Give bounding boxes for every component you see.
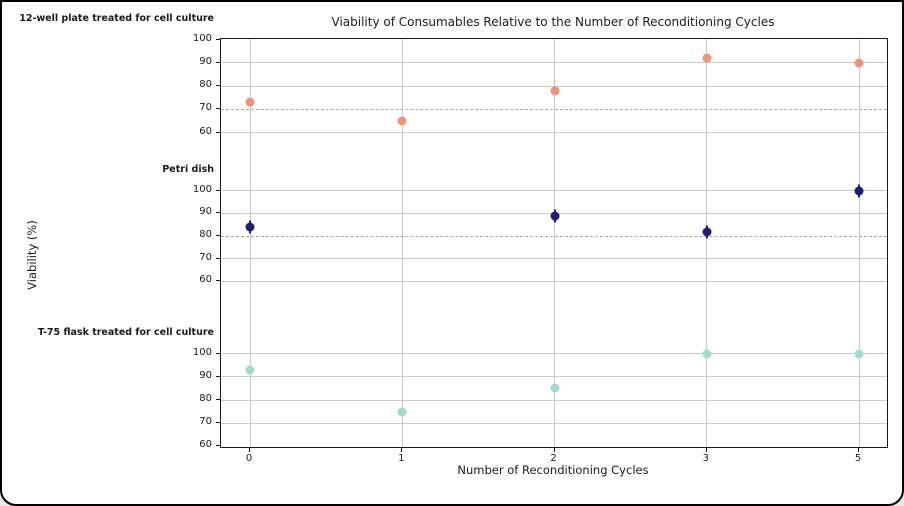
x-tick-mark — [705, 448, 707, 452]
y-tick-mark — [216, 375, 220, 377]
data-point — [854, 58, 864, 68]
x-tick-mark — [553, 448, 555, 452]
grid-line-vertical — [401, 39, 403, 447]
data-point — [854, 186, 864, 196]
reference-line — [221, 235, 887, 237]
data-point — [702, 53, 712, 63]
grid-line-horizontal — [221, 399, 887, 401]
chart-title: Viability of Consumables Relative to the… — [331, 15, 775, 29]
y-tick-mark — [216, 352, 220, 354]
grid-line-horizontal — [221, 376, 887, 378]
facet-title: Petri dish — [162, 163, 214, 175]
x-tick-mark — [249, 448, 250, 452]
y-tick-label: 80 — [199, 393, 212, 404]
x-tick-label: 3 — [702, 453, 709, 464]
y-axis-label: Viability (%) — [25, 220, 39, 290]
y-tick-mark — [216, 445, 220, 447]
x-tick-label: 2 — [550, 453, 557, 464]
grid-line-horizontal — [221, 353, 887, 355]
y-tick-mark — [216, 257, 220, 259]
grid-line-vertical — [554, 39, 555, 447]
y-tick-label: 70 — [199, 102, 212, 114]
facet-title: T-75 flask treated for cell culture — [37, 326, 214, 338]
y-tick-label: 90 — [199, 206, 212, 218]
grid-line-horizontal — [221, 280, 887, 282]
x-tick-label: 1 — [398, 453, 405, 464]
y-tick-label: 60 — [199, 125, 212, 137]
data-point — [397, 116, 407, 126]
y-tick-mark — [216, 212, 220, 214]
facet-title: 12-well plate treated for cell culture — [19, 12, 214, 24]
y-tick-mark — [216, 399, 220, 400]
y-tick-mark — [216, 61, 220, 63]
y-tick-label: 60 — [199, 274, 212, 286]
grid-line-horizontal — [221, 85, 887, 87]
grid-line-vertical — [858, 39, 860, 447]
data-point — [854, 349, 864, 359]
x-tick-label: 5 — [854, 453, 862, 464]
y-tick-label: 70 — [199, 416, 212, 428]
grid-line-horizontal — [221, 422, 887, 424]
data-point — [550, 86, 559, 96]
y-tick-label: 90 — [199, 55, 212, 67]
grid-line-vertical — [249, 39, 251, 447]
y-tick-label: 80 — [199, 229, 212, 241]
data-point — [245, 365, 255, 375]
y-tick-label: 80 — [199, 79, 212, 91]
grid-line-horizontal — [221, 62, 887, 64]
data-point — [245, 222, 255, 232]
y-tick-label: 90 — [199, 369, 212, 381]
grid-line-horizontal — [221, 258, 887, 260]
y-tick-mark — [216, 235, 220, 237]
x-tick-mark — [401, 448, 403, 452]
plot-area — [220, 38, 888, 448]
y-tick-label: 100 — [192, 346, 212, 358]
grid-line-horizontal — [221, 190, 887, 192]
y-tick-mark — [216, 108, 220, 110]
x-axis-label: Number of Reconditioning Cycles — [457, 463, 649, 477]
y-tick-label: 70 — [199, 251, 212, 263]
y-tick-label: 100 — [192, 32, 212, 44]
data-point — [550, 211, 559, 221]
y-tick-mark — [216, 422, 220, 424]
y-tick-mark — [216, 38, 220, 40]
grid-line-horizontal — [221, 132, 887, 134]
data-point — [397, 407, 407, 417]
x-tick-label: 0 — [245, 453, 253, 464]
data-point — [550, 383, 559, 393]
x-tick-mark — [858, 448, 859, 452]
data-point — [702, 349, 712, 359]
y-tick-mark — [216, 189, 220, 191]
y-tick-label: 60 — [199, 439, 212, 451]
reference-line — [221, 108, 887, 110]
grid-line-vertical — [706, 39, 708, 447]
y-tick-mark — [216, 85, 220, 87]
y-tick-mark — [216, 280, 220, 282]
y-tick-label: 100 — [192, 183, 212, 195]
data-point — [245, 97, 255, 107]
y-tick-mark — [216, 131, 220, 133]
data-point — [702, 227, 712, 237]
